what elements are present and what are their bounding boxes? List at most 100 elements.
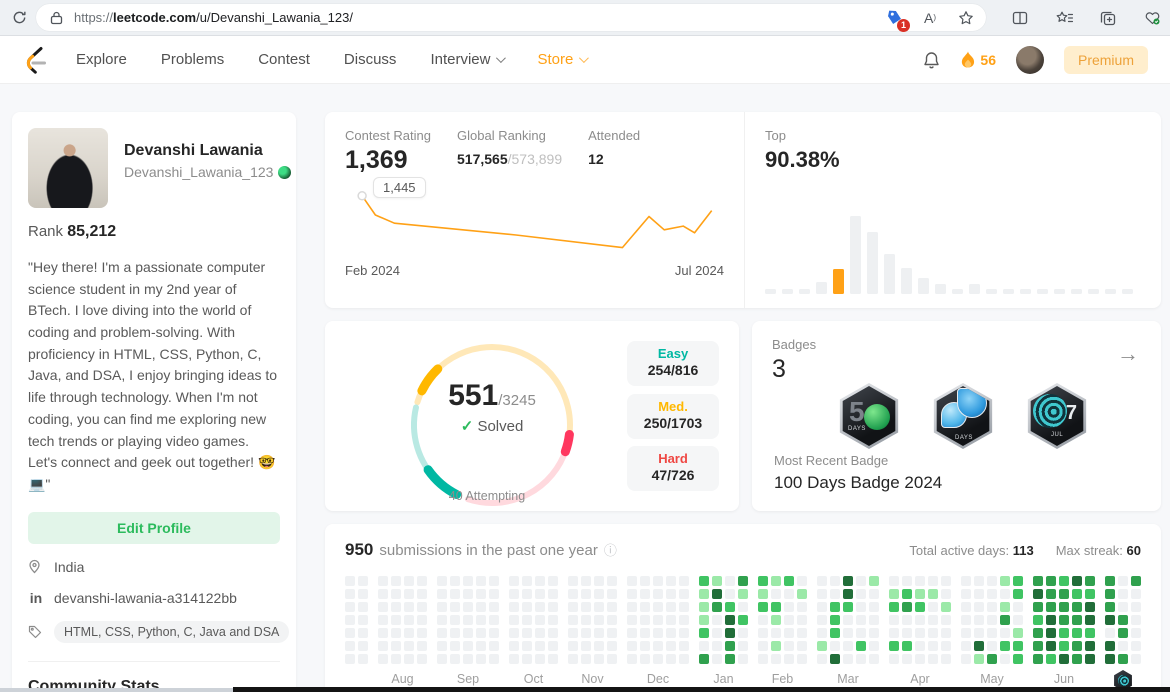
- difficulty-box-hard[interactable]: Hard 47/726: [627, 446, 719, 491]
- rating-trend-svg: [357, 191, 713, 249]
- difficulty-box-easy[interactable]: Easy 254/816: [627, 341, 719, 386]
- heatmap-cell: [666, 641, 676, 651]
- linkedin-text[interactable]: devanshi-lawania-a314122bb: [54, 589, 237, 606]
- heatmap-cell: [489, 576, 499, 586]
- difficulty-box-med[interactable]: Med. 250/1703: [627, 393, 719, 439]
- heatmap-cell: [1059, 615, 1069, 625]
- heatmap-cell: [391, 576, 401, 586]
- histogram-bar: [901, 268, 912, 294]
- heatmap-cell: [548, 576, 558, 586]
- heatmap-cell: [1000, 654, 1010, 664]
- heatmap-month-label: Nov: [581, 672, 604, 686]
- heatmap-cell: [594, 628, 604, 638]
- heatmap-cell: [712, 615, 722, 625]
- heatmap-cell: [666, 615, 676, 625]
- badges-arrow-icon[interactable]: →: [1117, 341, 1139, 366]
- heatmap-cell: [404, 589, 414, 599]
- heatmap-cell: [607, 641, 617, 651]
- address-bar[interactable]: https://leetcode.com/u/Devanshi_Lawania_…: [36, 4, 986, 32]
- heatmap-cell: [666, 589, 676, 599]
- heatmap-cell: [378, 628, 388, 638]
- skills-tag[interactable]: HTML, CSS, Python, C, Java and DSA: [54, 620, 290, 643]
- premium-button[interactable]: Premium: [1063, 45, 1148, 74]
- heatmap-cell: [417, 576, 427, 586]
- july-badge-icon[interactable]: 7 JUL: [1027, 383, 1087, 449]
- heatmap-july-badge-icon[interactable]: [1114, 670, 1132, 691]
- heatmap-cell: [535, 628, 545, 638]
- info-icon[interactable]: ⓘ: [603, 543, 617, 558]
- heatmap-cell: [594, 576, 604, 586]
- favorite-star-icon[interactable]: [956, 8, 976, 28]
- heatmap-cell: [437, 615, 447, 625]
- profile-name: Devanshi Lawania: [124, 142, 263, 159]
- heatmap-week: [817, 576, 827, 664]
- refresh-icon[interactable]: [6, 5, 32, 31]
- heatmap-month-label: Dec: [646, 672, 670, 686]
- heatmap-cell: [568, 654, 578, 664]
- 100-days-badge-icon[interactable]: DAYS: [933, 383, 993, 449]
- heatmap-week: [437, 576, 447, 664]
- heatmap-cell: [417, 602, 427, 612]
- heatmap-cell: [889, 628, 899, 638]
- linkedin-row[interactable]: in devanshi-lawania-a314122bb: [28, 590, 280, 606]
- histogram-bar: [1003, 289, 1014, 294]
- nav-avatar[interactable]: [1015, 45, 1044, 74]
- heatmap-cell: [666, 576, 676, 586]
- heatmap-cell: [987, 641, 997, 651]
- difficulty-value: 250/1703: [643, 414, 703, 431]
- edit-profile-button[interactable]: Edit Profile: [28, 511, 280, 544]
- location-text: India: [54, 558, 85, 575]
- heatmap-cell: [843, 628, 853, 638]
- heatmap-cell: [902, 654, 912, 664]
- nav-link-contest[interactable]: Contest: [258, 51, 310, 68]
- shopping-icon[interactable]: 1: [884, 8, 910, 32]
- nav-link-discuss[interactable]: Discuss: [343, 51, 397, 68]
- read-aloud-icon[interactable]: A): [923, 9, 936, 26]
- heatmap-week: [889, 576, 899, 664]
- favorites-bar-icon[interactable]: [1054, 8, 1074, 28]
- solved-ring: 551/3245 ✓ Solved 40 Attempting: [397, 335, 587, 506]
- 50-days-badge-icon[interactable]: 5 DAYS: [839, 383, 899, 449]
- heatmap-cell: [1046, 589, 1056, 599]
- notifications-bell-icon[interactable]: [921, 50, 941, 70]
- heatmap-cell: [889, 589, 899, 599]
- heatmap-cell: [627, 602, 637, 612]
- heatmap-cell: [653, 576, 663, 586]
- nav-link-store[interactable]: Store: [537, 51, 590, 68]
- heatmap-cell: [1118, 602, 1128, 612]
- histogram-bar: [986, 289, 997, 294]
- heatmap-cell: [679, 628, 689, 638]
- collections-icon[interactable]: [1098, 8, 1118, 28]
- badges-count: 3: [772, 355, 786, 383]
- heatmap-month-mar: Mar: [817, 576, 879, 691]
- heatmap-cell: [987, 628, 997, 638]
- nav-link-interview[interactable]: Interview: [430, 51, 507, 68]
- heatmap-cell: [1131, 628, 1141, 638]
- heatmap-month: [1105, 576, 1141, 691]
- heatmap-cell: [509, 628, 519, 638]
- heatmap-week: [1059, 576, 1069, 664]
- heatmap-month-label: Apr: [910, 672, 930, 686]
- heatmap-cell: [378, 576, 388, 586]
- rating-trend-chart[interactable]: 1,445: [345, 177, 724, 255]
- heatmap-cell: [450, 654, 460, 664]
- streak-counter[interactable]: 56: [961, 51, 996, 68]
- heatmap-cell: [1118, 628, 1128, 638]
- heatmap-cell: [594, 641, 604, 651]
- heatmap-cell: [1059, 641, 1069, 651]
- heatmap-cell: [784, 641, 794, 651]
- nav-link-problems[interactable]: Problems: [160, 51, 225, 68]
- url-text[interactable]: https://leetcode.com/u/Devanshi_Lawania_…: [74, 10, 353, 25]
- heatmap-cell: [345, 576, 355, 586]
- nav-link-explore[interactable]: Explore: [76, 51, 127, 68]
- heatmap-cell: [358, 589, 368, 599]
- browser-essentials-icon[interactable]: [1142, 8, 1162, 28]
- profile-avatar[interactable]: [28, 128, 108, 208]
- leetcode-logo[interactable]: [22, 45, 48, 75]
- heatmap-cell: [594, 602, 604, 612]
- heatmap-cell: [1013, 615, 1023, 625]
- heatmap-cell: [1105, 589, 1115, 599]
- heatmap-week: [640, 576, 650, 664]
- heatmap-cell: [345, 628, 355, 638]
- split-screen-icon[interactable]: [1010, 8, 1030, 28]
